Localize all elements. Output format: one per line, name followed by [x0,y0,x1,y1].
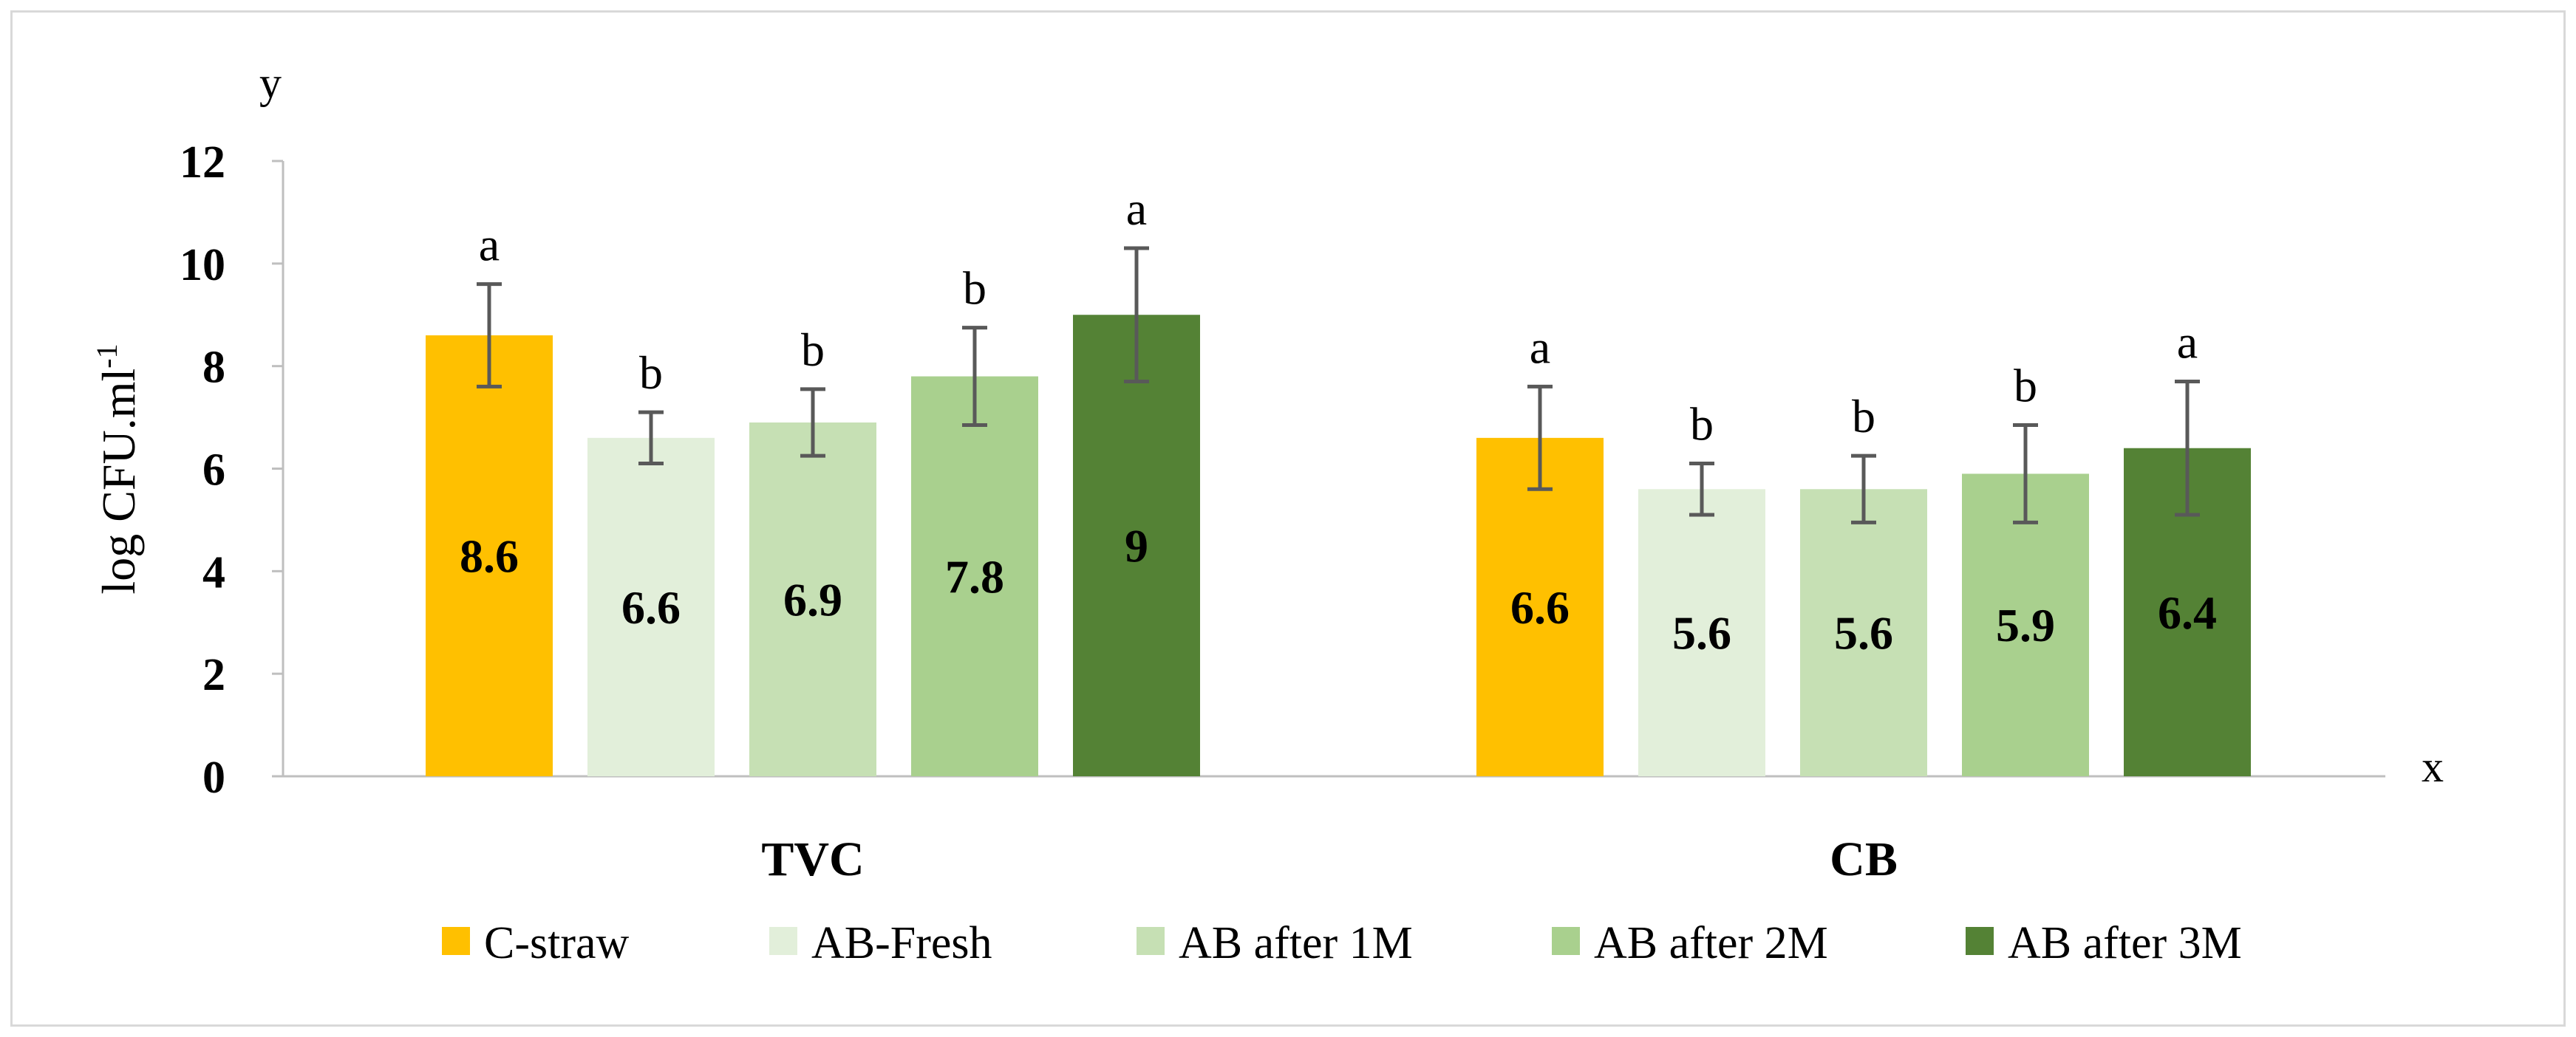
legend-swatch [1137,927,1165,955]
category-label: CB [1830,832,1898,886]
bar [587,437,715,776]
legend-label: AB after 1M [1179,918,1413,968]
legend-label: AB-Fresh [811,918,992,968]
value-label: 5.9 [1996,599,2055,651]
significance-letter: a [2177,315,2198,368]
significance-letter: b [2014,359,2037,411]
legend-swatch [769,927,797,955]
significance-letters: a b b b a a b b b a [479,182,2198,451]
legend: C-straw AB-Fresh AB after 1M AB after 2M AB … [442,918,2242,968]
category-label: TVC [761,832,864,886]
value-label: 8.6 [460,530,519,583]
x-axis-letter: x [2422,742,2444,791]
error-bars [477,246,2200,524]
bar [1800,489,1927,776]
significance-letter: b [1852,390,1875,442]
y-tick-label: 4 [202,547,225,598]
value-label: 6.9 [783,574,842,626]
y-axis-letter: y [259,58,282,107]
significance-letter: b [801,324,825,376]
significance-letter: b [639,346,663,399]
bar [1638,489,1765,776]
category-labels: TVC CB [761,832,1898,886]
y-tick-label: 10 [180,240,225,290]
y-tick-label: 12 [180,137,225,188]
bars [426,315,2251,776]
bar [426,335,553,776]
value-label: 6.4 [2158,586,2217,639]
bar [749,422,876,776]
value-label: 6.6 [1510,581,1570,634]
y-tick-label: 6 [202,445,225,496]
value-label: 7.8 [945,550,1004,603]
significance-letter: a [1530,321,1550,373]
legend-swatch [1966,927,1994,955]
y-tick-labels: 0 2 4 6 8 10 12 [180,137,283,803]
y-tick-label: 0 [202,753,225,803]
value-label: 6.6 [621,581,681,634]
bar [1073,315,1200,776]
value-label: 5.6 [1834,607,1893,660]
y-tick-label: 2 [202,650,225,700]
value-label: 9 [1125,520,1148,572]
y-axis-title: log CFU.ml-1 [90,343,145,594]
legend-label: AB after 3M [2008,918,2242,968]
value-labels: 8.6 6.6 6.9 7.8 9 6.6 5.6 5.6 5.9 6.4 [460,520,2217,660]
value-label: 5.6 [1672,607,1731,660]
legend-label: AB after 2M [1594,918,1828,968]
y-tick-label: 8 [202,343,225,393]
significance-letter: b [1690,398,1714,451]
significance-letter: a [479,219,500,271]
bar [911,376,1038,776]
significance-letter: b [963,262,987,315]
legend-swatch [442,927,470,955]
bar [1476,437,1604,776]
significance-letter: a [1126,182,1147,235]
legend-label: C-straw [484,918,630,968]
legend-swatch [1552,927,1580,955]
